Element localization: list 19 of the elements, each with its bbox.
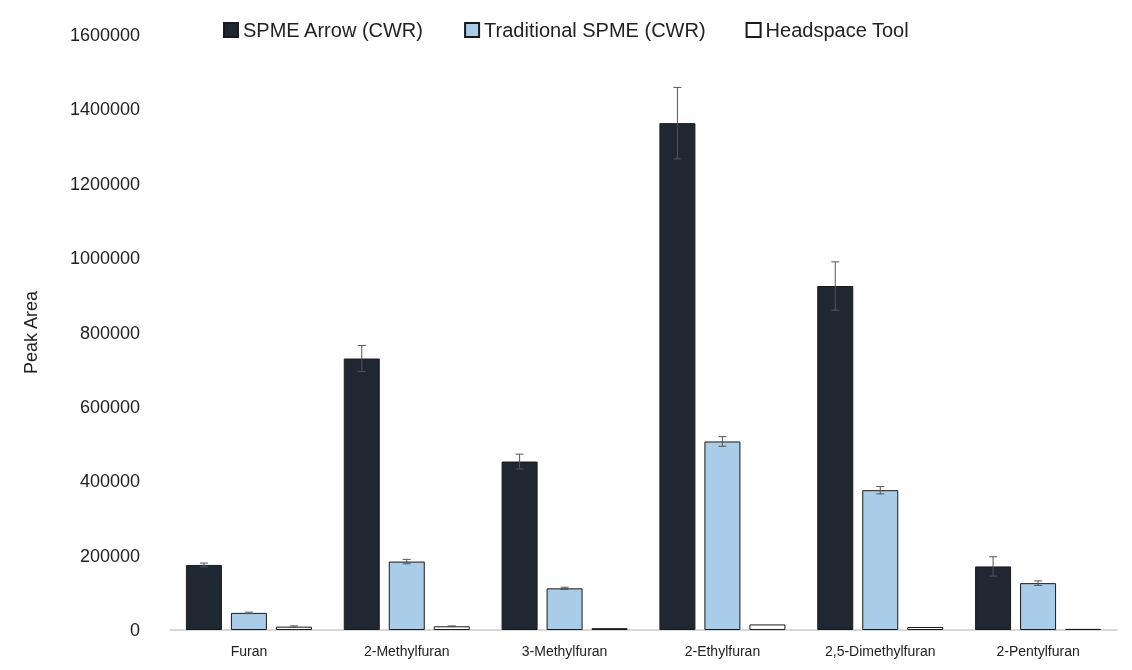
x-tick-label: 2-Methylfuran bbox=[363, 643, 450, 659]
x-tick-label: 2,5-Dimethylfuran bbox=[825, 643, 936, 659]
y-tick-label: 200000 bbox=[79, 545, 140, 566]
legend-label: Headspace Tool bbox=[765, 19, 909, 41]
legend-label: Traditional SPME (CWR) bbox=[484, 19, 706, 41]
y-axis-title: Peak Area bbox=[21, 289, 41, 375]
y-tick-label: 0 bbox=[129, 620, 140, 640]
y-tick-label: 1400000 bbox=[69, 99, 140, 120]
x-tick-label: 2-Pentylfuran bbox=[996, 643, 1080, 659]
legend-label: SPME Arrow (CWR) bbox=[242, 19, 423, 41]
y-tick-label: 400000 bbox=[79, 471, 140, 492]
x-tick-label: Furan bbox=[230, 643, 268, 659]
y-tick-label: 1600000 bbox=[69, 25, 140, 45]
x-tick-label: 3-Methylfuran bbox=[521, 643, 608, 659]
x-tick-label: 2-Ethylfuran bbox=[684, 643, 761, 659]
y-tick-label: 800000 bbox=[79, 322, 140, 343]
y-tick-label: 1200000 bbox=[69, 173, 140, 194]
y-tick-label: 1000000 bbox=[69, 248, 140, 269]
y-tick-label: 600000 bbox=[79, 396, 140, 417]
